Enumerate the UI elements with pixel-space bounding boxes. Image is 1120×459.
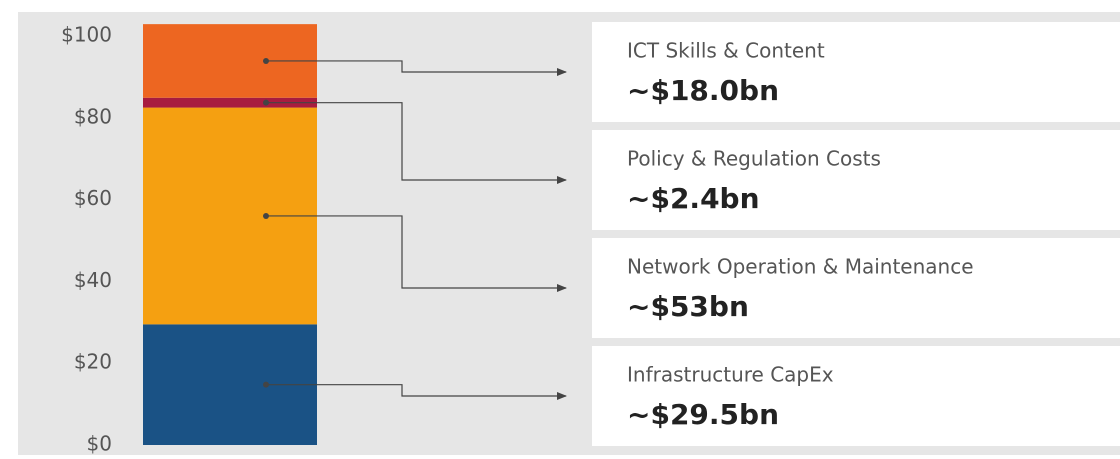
value-label: ~$2.4bn — [627, 182, 760, 215]
value-label: ~$29.5bn — [627, 398, 779, 431]
value-label: ~$18.0bn — [627, 74, 779, 107]
label-box — [592, 130, 1120, 230]
y-tick-label: $20 — [74, 350, 112, 374]
legend-label: Infrastructure CapEx — [627, 363, 834, 387]
label-box — [592, 22, 1120, 122]
connector — [266, 215, 567, 292]
legend-label: ICT Skills & Content — [627, 39, 825, 63]
y-tick-label: $40 — [74, 268, 112, 292]
label-box — [592, 238, 1120, 338]
y-tick-label: $80 — [74, 104, 112, 128]
value-label: ~$53bn — [627, 290, 749, 323]
y-tick-label: $100 — [61, 23, 112, 47]
label-box — [592, 346, 1120, 446]
y-tick-label: $0 — [87, 432, 112, 456]
connector — [266, 384, 567, 400]
connector — [266, 60, 567, 76]
legend-label: Network Operation & Maintenance — [627, 255, 974, 279]
legend-label: Policy & Regulation Costs — [627, 147, 881, 171]
connector — [266, 102, 567, 184]
y-tick-label: $60 — [74, 186, 112, 210]
bar-segment — [143, 97, 317, 108]
